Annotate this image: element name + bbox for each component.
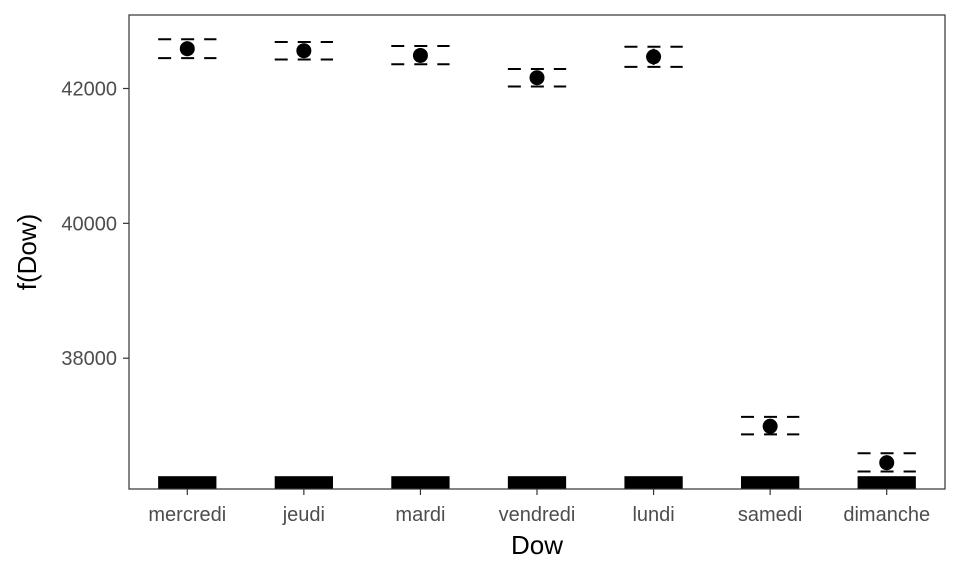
y-tick-label-40000: 40000: [61, 213, 117, 235]
x-tick-label-mardi: mardi: [395, 504, 445, 526]
rug-mardi: [391, 476, 450, 489]
rug-mercredi: [158, 476, 217, 489]
point-dimanche: [879, 455, 895, 471]
rug-dimanche: [857, 476, 916, 489]
x-axis: mercredi jeudi mardi vendredi lundi samedi dim…: [148, 489, 930, 526]
x-tick-label-mercredi: mercredi: [148, 504, 226, 526]
x-tick-label-dimanche: dimanche: [843, 504, 930, 526]
point-mardi: [412, 47, 428, 63]
rug-samedi: [741, 476, 800, 489]
x-tick-label-samedi: samedi: [738, 504, 802, 526]
plot-background: [129, 15, 945, 489]
point-lundi: [646, 49, 662, 65]
y-tick-label-42000: 42000: [61, 78, 117, 100]
rug-lundi: [624, 476, 683, 489]
rug-jeudi: [274, 476, 333, 489]
point-vendredi: [529, 70, 545, 86]
y-tick-label-38000: 38000: [61, 348, 117, 370]
x-axis-title: Dow: [511, 530, 563, 560]
point-layer: [179, 41, 895, 471]
y-axis: 38000 40000 42000: [61, 78, 129, 370]
point-samedi: [762, 418, 778, 434]
y-axis-title: f(Dow): [12, 214, 42, 291]
point-jeudi: [296, 43, 312, 59]
x-tick-label-lundi: lundi: [632, 504, 674, 526]
point-mercredi: [179, 41, 195, 57]
rug-layer: [158, 476, 916, 489]
x-tick-label-jeudi: jeudi: [282, 504, 325, 526]
rug-vendredi: [507, 476, 567, 489]
x-tick-label-vendredi: vendredi: [499, 504, 576, 526]
